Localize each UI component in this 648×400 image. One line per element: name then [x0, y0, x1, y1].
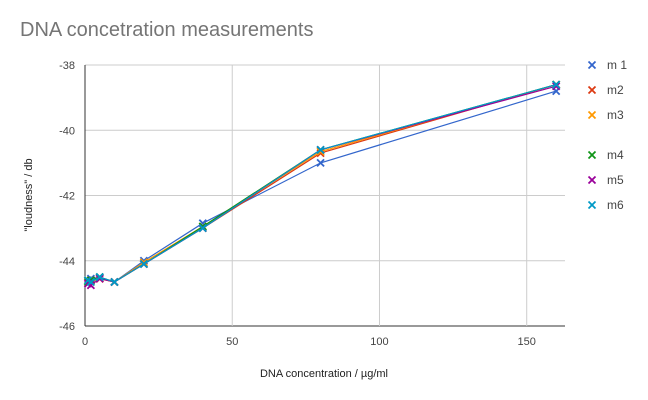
marker-stroke: [110, 277, 119, 287]
x-tick-label: 100: [370, 336, 388, 348]
data-point: [552, 80, 561, 89]
legend-marker: [587, 85, 597, 95]
legend-item: m4: [587, 148, 624, 162]
legend-label: m2: [607, 83, 624, 97]
legend-item: m6: [587, 198, 624, 212]
legend-label: m 1: [607, 58, 627, 72]
legend-label: m6: [607, 198, 624, 212]
marker-stroke: [95, 274, 104, 283]
marker-stroke: [552, 82, 561, 91]
tick-layer: -38 -40 -42 -44 -46 0 50 100 150: [59, 60, 536, 348]
chart-title: DNA concetration measurements: [20, 19, 314, 41]
series-m6: [83, 80, 561, 287]
data-point: [95, 272, 104, 282]
marker-stroke: [198, 223, 207, 233]
marker-stroke: [95, 272, 104, 282]
legend-label: m3: [607, 108, 624, 122]
marker-stroke: [86, 281, 96, 290]
y-tick-label: -46: [59, 321, 75, 333]
legend-marker: [587, 200, 597, 210]
data-point: [86, 277, 96, 287]
x-tick-label: 50: [226, 336, 238, 348]
marker-stroke: [86, 277, 96, 287]
y-axis-label: "loudness" / db: [23, 158, 35, 231]
y-tick-label: -44: [59, 256, 75, 268]
legend-item: m3: [587, 108, 624, 122]
marker-stroke: [139, 259, 149, 269]
data-point: [316, 145, 325, 154]
grid-layer: [84, 64, 565, 327]
y-tick-label: -40: [59, 125, 75, 137]
legend-label: m4: [607, 148, 624, 162]
legend: m 1 m2 m3 m4 m5 m6: [587, 58, 627, 212]
x-tick-label: 150: [518, 336, 536, 348]
legend-item: m 1: [587, 58, 627, 72]
marker-stroke: [316, 145, 325, 154]
series-m5: [83, 82, 561, 290]
legend-marker: [587, 150, 597, 160]
marker-stroke: [83, 276, 93, 285]
series-layer: [83, 80, 561, 290]
data-point: [110, 277, 119, 287]
data-point: [552, 82, 561, 91]
marker-stroke: [552, 80, 561, 89]
legend-marker: [587, 60, 597, 70]
legend-marker: [587, 110, 597, 120]
legend-item: m5: [587, 173, 624, 187]
data-point: [86, 281, 96, 290]
legend-item: m2: [587, 83, 624, 97]
legend-marker: [587, 175, 597, 185]
data-point: [316, 158, 325, 168]
marker-stroke: [139, 256, 149, 265]
data-point: [198, 223, 207, 233]
y-tick-label: -38: [59, 60, 75, 72]
x-axis-label: DNA concentration / µg/ml: [260, 368, 388, 380]
marker-stroke: [139, 258, 149, 267]
data-point: [139, 259, 149, 269]
marker-stroke: [316, 158, 325, 168]
legend-label: m5: [607, 173, 624, 187]
x-tick-label: 0: [82, 336, 88, 348]
data-point: [139, 258, 149, 267]
y-tick-label: -42: [59, 191, 75, 203]
data-point: [95, 274, 104, 283]
